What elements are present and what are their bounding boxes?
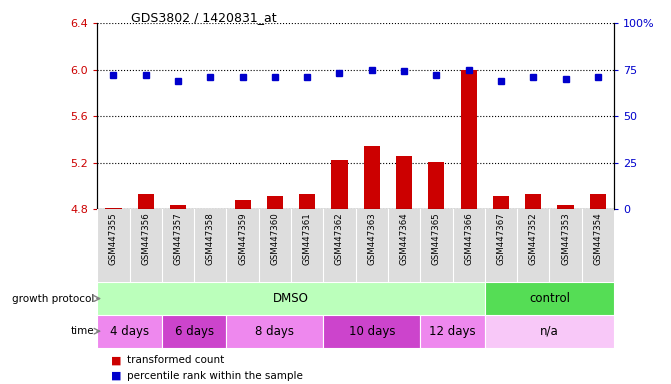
Text: GSM447358: GSM447358 (206, 212, 215, 265)
Text: DMSO: DMSO (273, 292, 309, 305)
Text: GDS3802 / 1420831_at: GDS3802 / 1420831_at (131, 12, 276, 25)
Bar (428, 162, 444, 209)
Text: 12 days: 12 days (429, 325, 476, 338)
Text: GSM447356: GSM447356 (141, 212, 150, 265)
Text: GSM447354: GSM447354 (593, 212, 603, 265)
Bar (396, 156, 412, 209)
Bar (299, 194, 315, 209)
Text: control: control (529, 292, 570, 305)
Bar (138, 194, 154, 209)
Bar (162, 315, 227, 348)
Bar (267, 197, 283, 209)
Text: percentile rank within the sample: percentile rank within the sample (127, 371, 303, 381)
Bar (227, 315, 323, 348)
Text: 10 days: 10 days (348, 325, 395, 338)
Text: GSM447363: GSM447363 (367, 212, 376, 265)
Bar (97, 315, 162, 348)
Bar (331, 161, 348, 209)
Bar (235, 200, 251, 209)
Bar (484, 315, 614, 348)
Bar (493, 197, 509, 209)
Bar (460, 70, 476, 209)
Text: 8 days: 8 days (256, 325, 295, 338)
Text: ■: ■ (111, 355, 121, 365)
Text: GSM447353: GSM447353 (561, 212, 570, 265)
Text: n/a: n/a (540, 325, 559, 338)
Bar (525, 194, 541, 209)
Text: GSM447367: GSM447367 (497, 212, 505, 265)
Bar (97, 282, 484, 315)
Text: GSM447364: GSM447364 (399, 212, 409, 265)
Text: GSM447360: GSM447360 (270, 212, 279, 265)
Text: ■: ■ (111, 371, 121, 381)
Text: transformed count: transformed count (127, 355, 225, 365)
Text: 6 days: 6 days (174, 325, 214, 338)
Bar (323, 315, 420, 348)
Text: growth protocol: growth protocol (11, 293, 94, 304)
Text: GSM447366: GSM447366 (464, 212, 473, 265)
Bar (590, 194, 606, 209)
Text: GSM447355: GSM447355 (109, 212, 118, 265)
Bar (105, 208, 121, 209)
Text: 4 days: 4 days (110, 325, 149, 338)
Text: GSM447357: GSM447357 (174, 212, 183, 265)
Bar (420, 315, 484, 348)
Bar (170, 205, 186, 209)
Text: GSM447352: GSM447352 (529, 212, 537, 265)
Bar (558, 205, 574, 209)
Text: GSM447362: GSM447362 (335, 212, 344, 265)
Text: time: time (70, 326, 94, 336)
Bar (484, 282, 614, 315)
Text: GSM447359: GSM447359 (238, 212, 247, 265)
Text: GSM447365: GSM447365 (432, 212, 441, 265)
Bar (364, 146, 380, 209)
Text: GSM447361: GSM447361 (303, 212, 312, 265)
